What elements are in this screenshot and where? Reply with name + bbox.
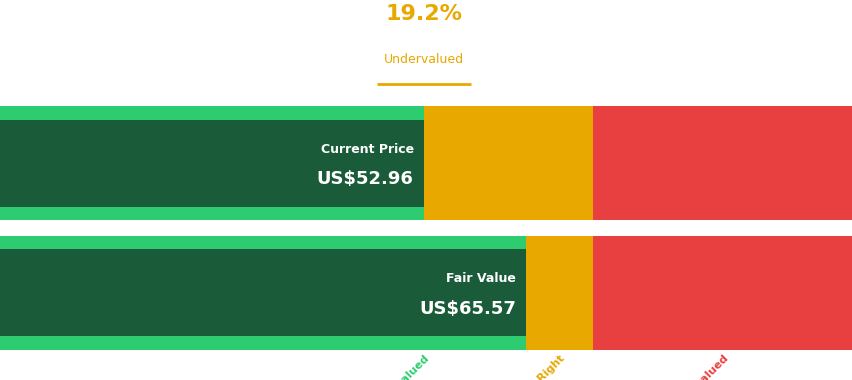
Text: 20% Overvalued: 20% Overvalued (651, 353, 729, 380)
Bar (0, 236, 526, 350)
Bar (0, 120, 423, 207)
Bar (0, 106, 423, 220)
Bar (0, 249, 526, 336)
Text: Current Price: Current Price (320, 143, 413, 156)
Text: Fair Value: Fair Value (446, 272, 515, 285)
Text: About Right: About Right (506, 353, 566, 380)
Text: 20% Undervalued: 20% Undervalued (346, 353, 430, 380)
Text: US$52.96: US$52.96 (316, 170, 413, 188)
Bar (592, 106, 852, 220)
Text: US$65.57: US$65.57 (418, 299, 515, 318)
Text: 19.2%: 19.2% (385, 4, 462, 24)
Bar (592, 236, 852, 350)
Bar (526, 236, 592, 350)
Bar (423, 106, 592, 220)
Text: Undervalued: Undervalued (383, 53, 463, 66)
